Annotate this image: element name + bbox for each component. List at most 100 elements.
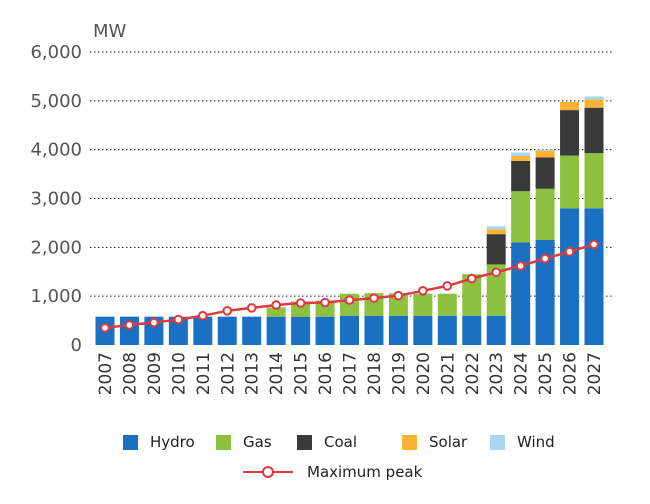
- x-tick-label: 2022: [463, 352, 483, 395]
- bar-coal-2025: [535, 157, 555, 189]
- maximum-peak-point-2014: [271, 300, 281, 310]
- bar-hydro-2023: [486, 315, 506, 345]
- bar-hydro-2026: [560, 208, 580, 345]
- x-tick-label: 2025: [536, 352, 556, 395]
- legend: Hydro Gas Coal Solar Wind Maximum peak: [0, 425, 650, 500]
- legend-swatch-gas: [216, 434, 231, 450]
- bar-wind-2023: [486, 226, 506, 230]
- gridlines: [90, 51, 612, 297]
- y-tick-label: 1,000: [30, 286, 82, 307]
- maximum-peak-point-2008: [124, 320, 135, 330]
- bar-hydro-2022: [462, 315, 482, 345]
- y-tick-label: 2,000: [30, 237, 82, 258]
- legend-label-gas: Gas: [243, 433, 272, 451]
- x-tick-label: 2019: [389, 352, 409, 395]
- bar-solar-2024: [511, 156, 531, 161]
- x-axis-tick-labels: 2007 2008 2009 2010 2011 2012 2013 2014 2015 2016…: [96, 352, 605, 395]
- x-tick-label: 2014: [267, 352, 287, 395]
- bar-wind-2024: [511, 152, 531, 157]
- y-tick-label: 6,000: [30, 42, 82, 63]
- bar-hydro-2014: [266, 316, 286, 345]
- bar-hydro-2024: [511, 242, 531, 345]
- legend-swatch-solar: [402, 434, 417, 450]
- bar-hydro-2021: [437, 315, 457, 345]
- maximum-peak-point-2023: [491, 267, 502, 278]
- bar-hydro-2025: [535, 240, 555, 345]
- x-tick-label: 2013: [243, 352, 263, 395]
- bar-coal-2023: [486, 234, 506, 265]
- bar-wind-2027: [584, 96, 604, 100]
- bar-hydro-2027: [584, 208, 604, 345]
- x-tick-label: 2011: [194, 352, 214, 395]
- legend-label-solar: Solar: [429, 433, 468, 451]
- maximum-peak-point-2020: [418, 285, 428, 296]
- bar-gas-2015: [291, 301, 311, 317]
- bar-hydro-2017: [340, 315, 359, 345]
- x-tick-label: 2018: [365, 352, 385, 395]
- maximum-peak-line: [100, 239, 599, 333]
- bar-gas-2025: [535, 188, 555, 241]
- bar-solar-2026: [560, 101, 580, 111]
- x-tick-label: 2007: [96, 352, 116, 395]
- x-tick-label: 2012: [218, 352, 238, 395]
- y-tick-label: 5,000: [30, 91, 82, 112]
- legend-item-maximum-peak: Maximum peak: [243, 463, 422, 481]
- maximum-peak-point-2011: [198, 310, 208, 321]
- y-tick-label: 3,000: [30, 189, 82, 210]
- maximum-peak-point-2015: [295, 298, 306, 308]
- x-tick-label: 2017: [341, 352, 361, 395]
- y-axis-tick-labels: 0 1,000 2,000 3,000 4,000 5,000 6,000: [30, 42, 82, 356]
- bar-gas-2021: [437, 293, 457, 316]
- maximum-peak-point-2007: [100, 323, 110, 333]
- legend-label-coal: Coal: [324, 433, 358, 451]
- y-tick-label: 4,000: [30, 140, 82, 161]
- x-tick-label: 2009: [145, 352, 165, 395]
- legend-swatch-coal: [297, 434, 312, 450]
- bar-hydro-2012: [217, 316, 237, 345]
- unit-label: MW: [93, 21, 127, 42]
- x-tick-label: 2023: [487, 352, 507, 395]
- legend-swatch-hydro: [123, 434, 138, 450]
- legend-item-coal: Coal: [297, 433, 357, 451]
- bar-hydro-2013: [242, 316, 262, 345]
- legend-swatch-wind: [490, 434, 505, 450]
- maximum-peak-point-2013: [246, 303, 257, 313]
- x-tick-label: 2027: [585, 352, 605, 395]
- bar-gas-2023: [486, 264, 506, 316]
- maximum-peak-point-2021: [442, 281, 453, 291]
- legend-label-hydro: Hydro: [150, 433, 195, 451]
- legend-label-maximum-peak: Maximum peak: [307, 463, 423, 481]
- maximum-peak-point-2026: [564, 246, 575, 257]
- bar-hydro-2015: [291, 316, 311, 345]
- bar-gas-2027: [584, 153, 604, 209]
- bar-coal-2024: [511, 160, 531, 192]
- bar-gas-2026: [560, 155, 580, 209]
- maximum-peak-point-2027: [589, 239, 599, 250]
- bar-coal-2027: [584, 107, 604, 154]
- bar-hydro-2010: [168, 316, 188, 345]
- maximum-peak-point-2010: [173, 314, 184, 325]
- bar-gas-2022: [462, 274, 482, 316]
- x-tick-label: 2024: [512, 352, 532, 395]
- legend-item-hydro: Hydro: [123, 433, 195, 451]
- maximum-peak-point-2018: [369, 293, 379, 303]
- bar-coal-2026: [560, 110, 580, 156]
- x-tick-label: 2020: [414, 352, 434, 395]
- legend-item-solar: Solar: [402, 433, 467, 451]
- x-tick-label: 2010: [169, 352, 189, 395]
- bar-gas-2019: [388, 293, 408, 316]
- x-tick-label: 2021: [438, 352, 458, 395]
- maximum-peak-point-2017: [344, 295, 355, 305]
- maximum-peak-point-2009: [149, 317, 159, 328]
- maximum-peak-point-2024: [515, 261, 526, 271]
- maximum-peak-point-2025: [540, 253, 550, 264]
- bar-hydro-2019: [388, 315, 408, 345]
- bars: [95, 96, 604, 345]
- bar-gas-2020: [413, 293, 433, 316]
- bar-hydro-2020: [413, 315, 433, 345]
- legend-item-gas: Gas: [216, 433, 272, 451]
- maximum-peak-point-2022: [466, 273, 477, 284]
- bar-gas-2024: [511, 191, 531, 243]
- y-tick-label: 0: [71, 335, 82, 356]
